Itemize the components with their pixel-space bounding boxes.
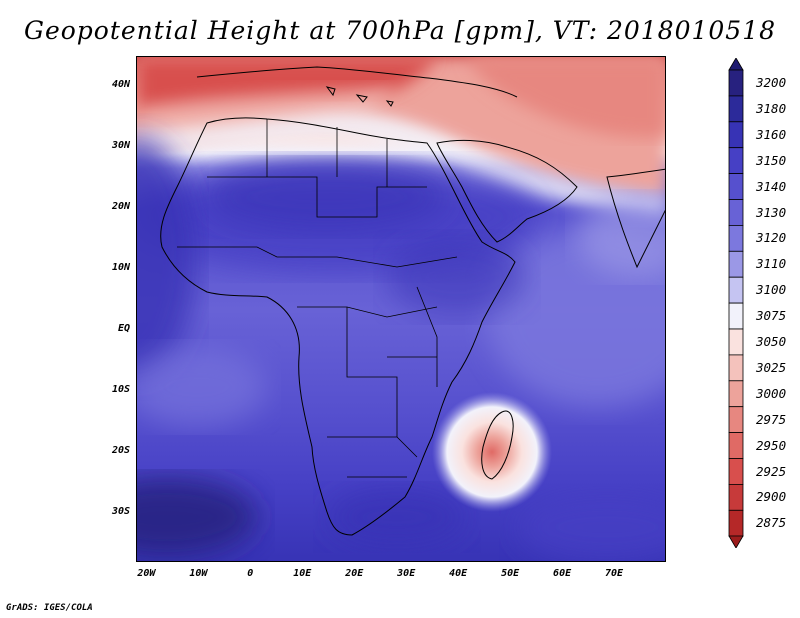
border-central	[297, 306, 438, 437]
chart-title: Geopotential Height at 700hPa [gpm], VT:…	[23, 16, 777, 45]
south-africa-high	[327, 487, 467, 547]
colorbar-box-2925	[728, 458, 744, 485]
credit-text: GrADS: IGES/COLA	[6, 603, 93, 613]
colorbar-label-2925: 2925	[756, 463, 787, 479]
lat-label-10n: 10N	[111, 262, 130, 274]
africa-coastline	[160, 117, 516, 536]
colorbar	[728, 58, 744, 548]
colorbar-box-3150	[728, 147, 744, 174]
colorbar-label-3200: 3200	[756, 75, 787, 90]
india-coastline	[606, 168, 665, 269]
coastlines	[160, 66, 665, 536]
border-sahel	[177, 246, 458, 268]
colorbar-label-2975: 2975	[756, 411, 787, 427]
colorbar-top-arrow	[728, 58, 744, 71]
map-panel	[136, 56, 666, 562]
transition-band	[137, 112, 665, 217]
colorbar-box-3160	[728, 121, 744, 149]
lat-label-20n: 20N	[111, 201, 130, 213]
lat-label-10s: 10S	[111, 384, 130, 396]
south-indian-high	[517, 492, 665, 561]
colorbar-box-3075	[728, 302, 744, 330]
colorbar-box-3120	[728, 224, 744, 252]
arabian-sea-field	[577, 197, 665, 277]
colorbar-box-3110	[728, 250, 744, 278]
border-sahara	[207, 176, 427, 218]
colorbar-box-2900	[728, 483, 744, 511]
colorbar-label-3180: 3180	[756, 100, 787, 116]
europe-coastline	[196, 66, 518, 98]
lat-label-30n: 30N	[111, 140, 130, 152]
colorbar-box-2950	[728, 432, 744, 459]
colorbar-box-3180	[728, 95, 744, 123]
lon-label-20w: 20W	[137, 568, 156, 579]
colorbar-label-3110: 3110	[756, 256, 787, 272]
colorbar-box-2975	[728, 406, 744, 434]
lon-label-50e: 50E	[501, 568, 520, 579]
colorbar-label-3120: 3120	[756, 230, 787, 246]
colorbar-box-3050	[728, 328, 744, 356]
colorbar-label-3160: 3160	[756, 126, 787, 142]
lon-label-70e: 70E	[605, 568, 624, 579]
colorbar-bottom-arrow	[728, 535, 744, 548]
colorbar-label-2900: 2900	[756, 489, 787, 505]
lon-label-10e: 10E	[293, 568, 312, 579]
lat-label-20s: 20S	[111, 445, 130, 457]
colorbar-box-2875	[728, 509, 744, 537]
lon-label-40e: 40E	[449, 568, 468, 579]
mediterranean-islands	[325, 86, 394, 107]
colorbar-label-3000: 3000	[756, 385, 787, 401]
border-south	[327, 436, 418, 478]
sahara-high-core	[207, 162, 447, 232]
atlantic-high-west	[137, 137, 197, 377]
colorbar-label-3130: 3130	[756, 204, 787, 220]
colorbar-box-3025	[728, 354, 744, 382]
south-atlantic-high	[137, 477, 257, 557]
lon-label-60e: 60E	[553, 568, 572, 579]
country-borders	[177, 119, 458, 478]
colorbar-label-3075: 3075	[756, 308, 787, 324]
arabia-coastline	[436, 139, 578, 243]
colorbar-label-3050: 3050	[756, 334, 787, 349]
colorbar-label-3025: 3025	[756, 359, 787, 375]
map-canvas	[137, 57, 665, 561]
lat-label-eq: EQ	[117, 323, 130, 335]
colorbar-label-3100: 3100	[756, 282, 787, 298]
colorbar-box-3140	[728, 173, 744, 200]
colorbar-box-3130	[728, 199, 744, 226]
east-trough	[467, 57, 665, 138]
border-east	[387, 286, 438, 387]
colorbar-label-2875: 2875	[756, 515, 787, 531]
colorbar-label-3150: 3150	[756, 152, 787, 168]
gulf-of-guinea-field	[137, 347, 267, 427]
lon-label-30e: 30E	[397, 568, 416, 579]
colorbar-box-3200	[728, 69, 744, 97]
border-north	[266, 119, 388, 187]
lon-label-10w: 10W	[189, 568, 208, 579]
lon-label-0: 0	[247, 568, 254, 579]
lat-label-40n: 40N	[111, 79, 130, 91]
colorbar-label-3140: 3140	[756, 178, 787, 194]
sudan-high	[387, 237, 527, 317]
lat-label-30s: 30S	[111, 506, 130, 518]
colorbar-boxes	[728, 69, 744, 537]
madagascar-low	[432, 392, 552, 512]
colorbar-label-2950: 2950	[756, 437, 787, 453]
height-field	[137, 57, 665, 561]
colorbar-box-3000	[728, 380, 744, 408]
colorbar-box-3100	[728, 276, 744, 304]
lon-label-20e: 20E	[345, 568, 364, 579]
madagascar-coastline	[481, 410, 514, 480]
